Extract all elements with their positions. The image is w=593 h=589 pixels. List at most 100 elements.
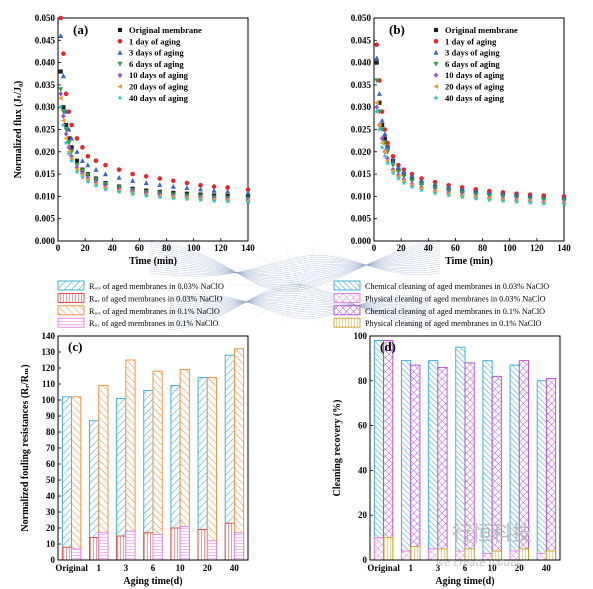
legend-marker [433,95,439,101]
bar [545,378,557,561]
data-point [390,163,396,168]
data-point [60,109,66,115]
bar [71,396,82,561]
data-point [61,113,66,119]
data-point [157,176,163,181]
series-6 [58,104,251,205]
y-tick-label: 100 [42,395,56,405]
legend-swatch [333,305,361,316]
bar [125,359,136,561]
data-point [143,174,149,179]
data-point [459,194,465,200]
data-point [66,151,72,157]
bar [437,366,448,561]
data-point [66,140,72,146]
bar [373,537,385,561]
data-point [58,15,64,21]
x-tick-label: 60 [135,243,145,253]
data-point [116,174,122,180]
data-point [58,95,63,101]
data-point [376,109,382,115]
data-point [58,91,64,97]
y-tick-label: 40 [46,491,56,501]
x-tick-label: 20 [515,563,525,573]
bar [61,546,73,561]
y-tick-label: 0.025 [35,125,56,135]
y-tick-label: 0.005 [35,214,56,224]
data-point [93,166,99,172]
legend-label: 6 days of aging [445,59,500,69]
data-point [130,178,136,183]
data-point [473,195,479,201]
data-point [379,117,385,123]
data-point [401,169,407,174]
data-point [396,167,401,172]
data-point [540,200,547,206]
data-point [384,158,390,164]
y-tick-label: 90 [46,411,56,421]
data-point [184,196,190,202]
data-point [385,144,391,150]
data-point [74,169,80,175]
watermark-en: we create values [436,558,521,569]
bar [536,380,547,561]
bar [410,364,421,561]
legend-label: 3 days of aging [445,48,500,58]
x-tick-label: 6 [463,563,468,573]
data-point [129,191,136,197]
data-point [103,162,108,168]
data-point [379,135,385,142]
data-point [513,198,520,205]
y-tick-label: 10 [46,539,56,549]
data-point [198,182,203,188]
legend-marker [117,95,123,101]
data-point [245,187,251,193]
data-point [432,182,438,187]
y-tick-label: 20 [358,510,368,520]
y-tick-label: 0.010 [351,191,372,201]
data-point [102,186,109,192]
x-tick-label: 140 [557,243,571,253]
y-tick-label: 0.045 [351,35,372,45]
x-tick-label: 40 [542,563,552,573]
data-point [58,104,64,110]
data-point [390,158,396,163]
y-tick-label: 100 [354,331,368,341]
panel-label: (c) [68,339,82,354]
data-point [198,186,203,192]
data-point [74,158,80,163]
data-point [63,108,69,114]
legend-swatch [57,280,85,291]
data-point [85,176,90,182]
data-point [211,187,217,193]
data-point [409,178,415,184]
data-point [74,164,80,171]
data-point [395,175,402,181]
panel-b: 0 20 40 60 80 100 120 140 0.000 0.005 0.010 0.015 0.… [351,13,572,267]
legend-marker [117,39,123,44]
data-point [379,127,385,133]
data-point [382,153,388,159]
legend-label: 20 days of aging [129,82,189,92]
data-point [69,135,75,141]
data-point [409,173,415,179]
data-point [374,108,380,114]
x-tick-label: 80 [162,243,172,253]
legend-label: Rᵢᵣᵣ of aged membranes in 0.1% NaClO [89,319,219,328]
bar [179,525,190,561]
data-point [382,131,388,137]
decorative-swirl [149,239,441,331]
x-tick-label: Original [55,563,88,573]
data-point [445,192,452,198]
x-tick-label: 120 [530,243,544,253]
y-tick-label: 80 [46,427,56,437]
data-point [63,91,69,97]
legend-swatch [57,292,85,303]
data-point [74,136,80,141]
data-point [74,149,80,154]
legend-label: 3 days of aging [129,48,184,58]
data-point [245,190,251,195]
y-tick-label: 0.000 [35,236,56,246]
data-point [79,158,85,163]
data-point [409,184,415,190]
